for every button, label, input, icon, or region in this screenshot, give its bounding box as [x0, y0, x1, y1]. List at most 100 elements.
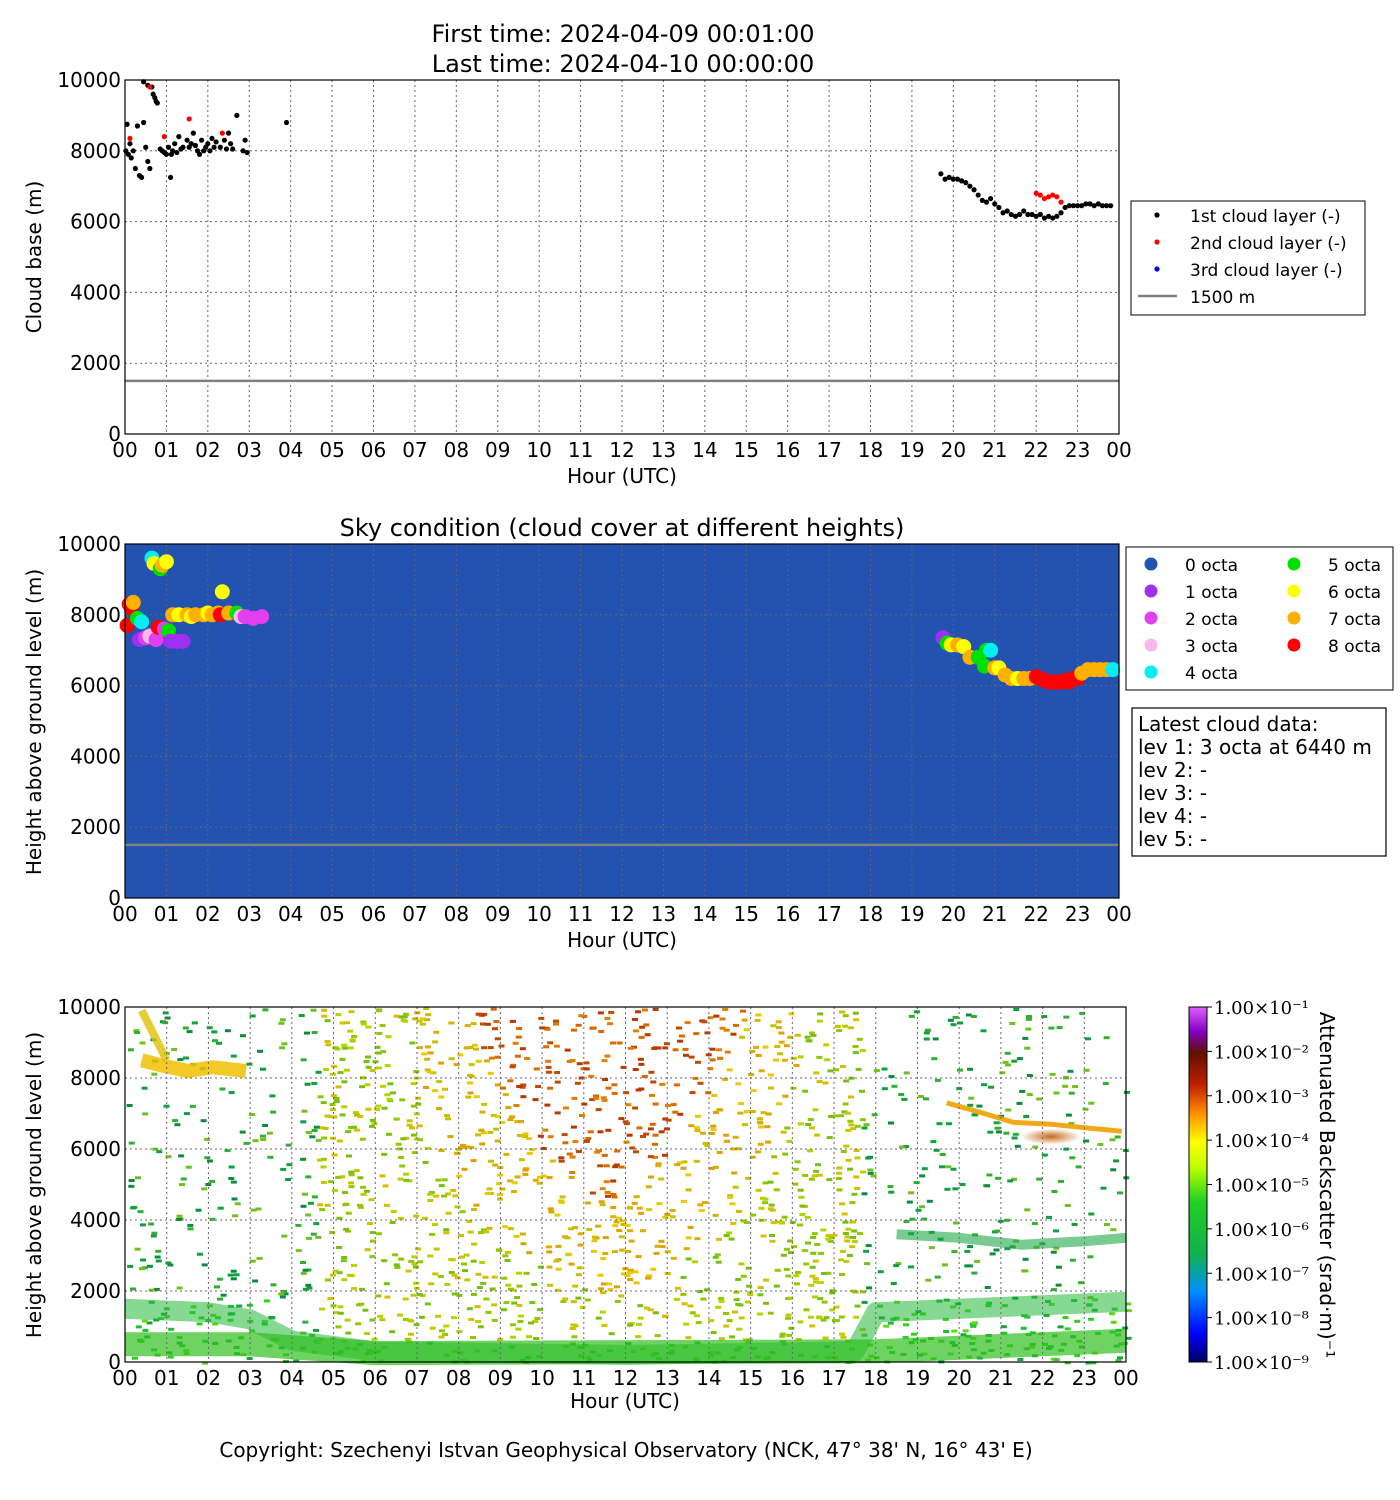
backscatter-speckle-cell: [467, 1073, 473, 1077]
x-tick-label: 08: [446, 1366, 471, 1390]
backscatter-speckle-cell: [416, 1046, 423, 1050]
cloud-base-point-layer1: [1074, 203, 1081, 209]
backscatter-speckle-cell: [1109, 1312, 1116, 1316]
backscatter-speckle-cell: [620, 1223, 627, 1226]
backscatter-speckle-cell: [542, 1128, 549, 1132]
backscatter-speckle-cell: [471, 1043, 478, 1047]
backscatter-speckle-cell: [470, 1022, 477, 1026]
backscatter-speckle-cell: [612, 1224, 619, 1228]
backscatter-speckle-cell: [829, 1291, 836, 1295]
backscatter-speckle-cell: [300, 1157, 307, 1161]
backscatter-speckle-cell: [670, 1256, 677, 1260]
backscatter-speckle-cell: [357, 1176, 364, 1180]
backscatter-speckle-cell: [1032, 1145, 1039, 1149]
sky-condition-points: [119, 550, 1121, 690]
backscatter-speckle-cell: [891, 1084, 898, 1088]
backscatter-speckle-cell: [737, 1111, 744, 1115]
backscatter-speckle-cell: [333, 1100, 340, 1103]
backscatter-speckle-cell: [758, 1206, 765, 1210]
backscatter-speckle-cell: [406, 1179, 413, 1183]
backscatter-speckle-cell: [473, 1095, 480, 1099]
backscatter-speckle-cell: [468, 1063, 475, 1067]
backscatter-speckle-cell: [839, 1332, 846, 1336]
backscatter-speckle-cell: [343, 1202, 350, 1206]
x-tick-label: 19: [899, 902, 924, 926]
backscatter-speckle-cell: [515, 1035, 522, 1039]
backscatter-speckle-cell: [642, 1008, 648, 1012]
backscatter-speckle-cell: [393, 1263, 400, 1267]
x-tick-label: 06: [361, 438, 386, 462]
backscatter-speckle-cell: [783, 1267, 790, 1271]
backscatter-speckle-cell: [532, 1178, 539, 1182]
backscatter-speckle-cell: [146, 1264, 153, 1268]
backscatter-speckle-cell: [672, 1110, 679, 1114]
backscatter-speckle-cell: [224, 1029, 231, 1033]
backscatter-speckle-cell: [707, 1067, 714, 1071]
backscatter-speckle-cell: [305, 1175, 312, 1179]
backscatter-speckle-cell: [484, 1191, 491, 1195]
backscatter-speckle-cell: [381, 1259, 388, 1263]
backscatter-speckle-cell: [427, 1051, 434, 1055]
backscatter-speckle-cell: [500, 1086, 506, 1090]
backscatter-speckle-cell: [951, 1329, 958, 1333]
backscatter-speckle-cell: [749, 1110, 756, 1113]
sky-condition-point: [125, 594, 141, 610]
x-tick-label: 09: [485, 438, 510, 462]
backscatter-speckle-cell: [781, 1058, 788, 1062]
backscatter-speckle-cell: [403, 1178, 410, 1182]
cloud-base-point-layer1: [1050, 215, 1056, 221]
backscatter-speckle-cell: [563, 1106, 569, 1110]
backscatter-speckle-cell: [558, 1156, 565, 1160]
cloud-base-point-layer1: [996, 204, 1002, 211]
x-tick-label: 11: [568, 438, 593, 462]
backscatter-speckle-cell: [840, 1249, 847, 1253]
backscatter-speckle-cell: [176, 1286, 183, 1290]
backscatter-speckle-cell: [212, 1039, 218, 1043]
backscatter-speckle-cell: [517, 1314, 524, 1318]
backscatter-speckle-cell: [300, 1261, 306, 1264]
backscatter-speckle-cell: [726, 1319, 733, 1323]
backscatter-speckle-cell: [716, 1048, 723, 1052]
backscatter-speckle-cell: [336, 1216, 343, 1220]
backscatter-speckle-cell: [967, 1245, 974, 1249]
backscatter-speckle-cell: [619, 1219, 626, 1223]
backscatter-speckle-cell: [1023, 1115, 1030, 1118]
backscatter-speckle-cell: [278, 1021, 285, 1025]
backscatter-speckle-cell: [823, 1043, 830, 1047]
backscatter-speckle-cell: [662, 1314, 669, 1318]
backscatter-speckle-cell: [689, 1311, 696, 1315]
backscatter-speckle-cell: [589, 1098, 596, 1102]
backscatter-speckle-cell: [487, 1191, 494, 1195]
backscatter-speckle-cell: [252, 1279, 259, 1283]
backscatter-speckle-cell: [146, 1321, 153, 1325]
backscatter-speckle-cell: [994, 1229, 1001, 1233]
backscatter-speckle-cell: [1064, 1361, 1071, 1365]
backscatter-panel: 00 01 02 03 04 05 06 07 08 09 10 11 12 13 14 15 16 17 18 19…: [22, 995, 1339, 1413]
backscatter-speckle-cell: [281, 1289, 287, 1293]
backscatter-speckle-cell: [479, 1261, 486, 1264]
backscatter-speckle-cell: [623, 1122, 630, 1126]
backscatter-speckle-cell: [315, 1235, 322, 1239]
backscatter-speckle-cell: [568, 1175, 575, 1179]
backscatter-speckle-cell: [645, 1185, 652, 1189]
cloud-base-point-layer1: [190, 130, 196, 136]
backscatter-speckle-cell: [1064, 1204, 1071, 1207]
backscatter-speckle-cell: [415, 1096, 422, 1100]
backscatter-speckle-cell: [611, 1083, 618, 1087]
backscatter-speckle-cell: [599, 1187, 606, 1191]
backscatter-speckle-cell: [757, 1142, 764, 1146]
backscatter-speckle-cell: [674, 1163, 681, 1167]
backscatter-speckle-cell: [307, 1201, 314, 1205]
backscatter-speckle-cell: [623, 1140, 630, 1144]
backscatter-speckle-cell: [757, 1286, 764, 1289]
backscatter-speckle-cell: [821, 1300, 828, 1304]
backscatter-speckle-cell: [981, 1083, 988, 1087]
cloud-base-point-layer1: [1054, 213, 1060, 219]
sky-condition-title: Sky condition (cloud cover at different …: [340, 514, 905, 542]
sky-legend-label-6-octa: 6 octa: [1328, 583, 1381, 603]
backscatter-speckle-cell: [1024, 1315, 1031, 1319]
backscatter-speckle-cell: [336, 1271, 343, 1275]
backscatter-speckle-cell: [454, 1276, 461, 1280]
backscatter-speckle-cell: [816, 1080, 823, 1084]
backscatter-speckle-cell: [454, 1205, 461, 1209]
